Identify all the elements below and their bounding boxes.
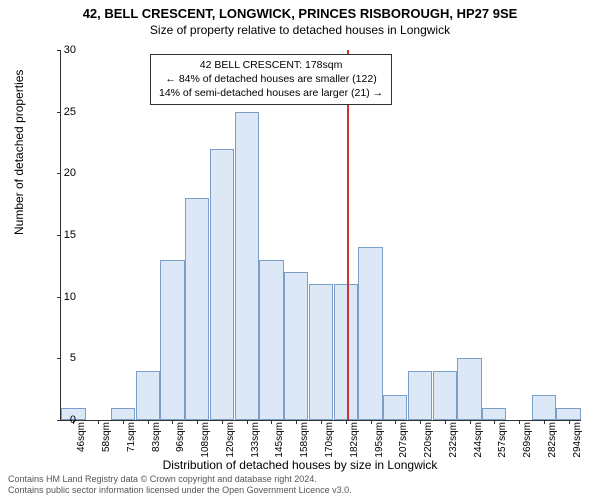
x-tick-label: 232sqm xyxy=(448,422,459,466)
histogram-bar xyxy=(358,247,382,420)
x-tick-label: 207sqm xyxy=(398,422,409,466)
x-tick-mark xyxy=(519,420,520,424)
histogram-bar xyxy=(111,408,135,420)
y-tick-label: 30 xyxy=(56,44,76,56)
histogram-bar xyxy=(210,149,234,420)
x-tick-mark xyxy=(98,420,99,424)
footer-attribution: Contains HM Land Registry data © Crown c… xyxy=(8,474,352,496)
title-sub: Size of property relative to detached ho… xyxy=(0,21,600,37)
histogram-bar xyxy=(334,284,358,420)
x-tick-label: 83sqm xyxy=(151,422,162,466)
y-tick-label: 5 xyxy=(56,352,76,364)
y-tick-label: 10 xyxy=(56,291,76,303)
x-tick-mark xyxy=(371,420,372,424)
info-box-line1: 42 BELL CRESCENT: 178sqm xyxy=(159,58,383,72)
reference-line xyxy=(347,50,349,420)
x-tick-label: 96sqm xyxy=(175,422,186,466)
y-tick-label: 20 xyxy=(56,167,76,179)
x-tick-label: 170sqm xyxy=(324,422,335,466)
histogram-bar xyxy=(259,260,283,420)
info-box-line2: ← 84% of detached houses are smaller (12… xyxy=(159,72,383,86)
x-tick-mark xyxy=(445,420,446,424)
x-tick-label: 220sqm xyxy=(423,422,434,466)
y-tick-label: 25 xyxy=(56,106,76,118)
x-tick-mark xyxy=(346,420,347,424)
histogram-bar xyxy=(309,284,333,420)
x-tick-label: 294sqm xyxy=(572,422,583,466)
x-tick-mark xyxy=(470,420,471,424)
x-tick-mark xyxy=(494,420,495,424)
x-tick-label: 133sqm xyxy=(250,422,261,466)
x-tick-label: 257sqm xyxy=(497,422,508,466)
x-tick-mark xyxy=(420,420,421,424)
histogram-bar xyxy=(160,260,184,420)
y-tick-label: 15 xyxy=(56,229,76,241)
x-tick-mark xyxy=(123,420,124,424)
histogram-bar xyxy=(457,358,481,420)
x-tick-label: 58sqm xyxy=(101,422,112,466)
histogram-bar xyxy=(235,112,259,420)
title-main: 42, BELL CRESCENT, LONGWICK, PRINCES RIS… xyxy=(0,0,600,21)
x-tick-label: 71sqm xyxy=(126,422,137,466)
x-tick-label: 120sqm xyxy=(225,422,236,466)
x-tick-mark xyxy=(172,420,173,424)
histogram-bar xyxy=(136,371,160,420)
histogram-bar xyxy=(532,395,556,420)
x-tick-label: 182sqm xyxy=(349,422,360,466)
x-tick-label: 269sqm xyxy=(522,422,533,466)
histogram-bar xyxy=(556,408,580,420)
y-axis-label: Number of detached properties xyxy=(12,70,26,235)
x-tick-mark xyxy=(321,420,322,424)
x-tick-label: 244sqm xyxy=(473,422,484,466)
histogram-bar xyxy=(383,395,407,420)
histogram-bar xyxy=(185,198,209,420)
histogram-bar xyxy=(408,371,432,420)
histogram-bar xyxy=(482,408,506,420)
x-tick-mark xyxy=(222,420,223,424)
x-tick-mark xyxy=(395,420,396,424)
y-tick-label: 0 xyxy=(56,414,76,426)
chart-container: 42, BELL CRESCENT, LONGWICK, PRINCES RIS… xyxy=(0,0,600,500)
info-box: 42 BELL CRESCENT: 178sqm← 84% of detache… xyxy=(150,54,392,105)
x-tick-mark xyxy=(148,420,149,424)
footer-line1: Contains HM Land Registry data © Crown c… xyxy=(8,474,352,485)
x-tick-label: 46sqm xyxy=(76,422,87,466)
x-tick-mark xyxy=(247,420,248,424)
footer-line2: Contains public sector information licen… xyxy=(8,485,352,496)
x-tick-mark xyxy=(569,420,570,424)
x-tick-label: 282sqm xyxy=(547,422,558,466)
x-tick-mark xyxy=(544,420,545,424)
histogram-bar xyxy=(433,371,457,420)
x-tick-mark xyxy=(197,420,198,424)
x-tick-label: 195sqm xyxy=(374,422,385,466)
x-tick-label: 158sqm xyxy=(299,422,310,466)
x-tick-label: 145sqm xyxy=(274,422,285,466)
histogram-bar xyxy=(284,272,308,420)
plot-area xyxy=(60,50,581,421)
info-box-line3: 14% of semi-detached houses are larger (… xyxy=(159,86,383,100)
x-tick-mark xyxy=(296,420,297,424)
x-tick-mark xyxy=(271,420,272,424)
x-tick-label: 108sqm xyxy=(200,422,211,466)
